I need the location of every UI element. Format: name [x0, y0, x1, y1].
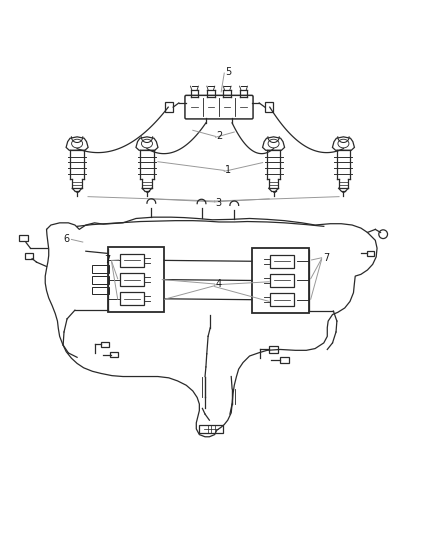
Text: 4: 4 — [215, 279, 222, 289]
Text: 7: 7 — [323, 253, 329, 263]
Text: 1: 1 — [225, 165, 231, 175]
Text: 7: 7 — [105, 255, 111, 265]
Text: 3: 3 — [215, 198, 222, 208]
Text: 5: 5 — [226, 67, 232, 77]
Text: 6: 6 — [64, 234, 70, 244]
Text: 2: 2 — [216, 131, 223, 141]
